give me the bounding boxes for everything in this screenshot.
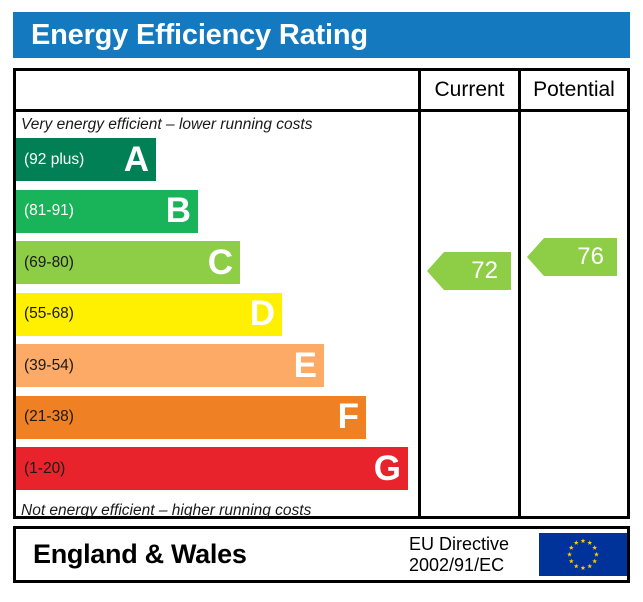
band-range-e: (39-54) — [24, 356, 74, 374]
title-bar: Energy Efficiency Rating — [13, 12, 630, 58]
current-rating-value: 72 — [471, 257, 498, 284]
band-letter-d: D — [249, 293, 275, 333]
potential-rating-value: 76 — [577, 243, 604, 270]
column-header-potential: Potential — [533, 78, 615, 101]
energy-band-list: (92 plus) A (81-91) B (69-80) C (55-68) D (39-54… — [16, 138, 416, 498]
band-letter-b: B — [165, 190, 191, 230]
band-range-a: (92 plus) — [24, 150, 85, 168]
energy-band-a: (92 plus) A — [16, 138, 156, 181]
current-rating-arrow: 72 — [427, 252, 511, 290]
band-letter-e: E — [293, 345, 317, 385]
energy-band-f: (21-38) F — [16, 395, 366, 439]
band-range-f: (21-38) — [24, 408, 74, 425]
caption-very-efficient: Very energy efficient – lower running co… — [21, 116, 313, 133]
band-range-b: (81-91) — [24, 202, 74, 219]
band-range-c: (69-80) — [24, 253, 74, 271]
caption-not-efficient: Not energy efficient – higher running co… — [21, 502, 312, 519]
band-range-g: (1-20) — [24, 459, 66, 477]
potential-rating-arrow: 76 — [527, 238, 617, 276]
band-range-d: (55-68) — [24, 305, 74, 322]
eu-directive-label: EU Directive 2002/91/EC — [409, 534, 531, 576]
energy-band-g: (1-20) G — [16, 447, 408, 490]
header-row-separator — [13, 109, 630, 112]
band-letter-c: C — [207, 242, 233, 282]
energy-band-c: (69-80) C — [16, 241, 240, 284]
page-title: Energy Efficiency Rating — [31, 19, 368, 51]
column-header-current: Current — [434, 78, 505, 101]
energy-band-e: (39-54) E — [16, 344, 324, 387]
region-label: England & Wales — [33, 539, 247, 569]
eu-flag-icon — [539, 533, 627, 576]
column-divider-potential — [518, 68, 521, 519]
eu-directive-line2: 2002/91/EC — [409, 555, 505, 575]
band-letter-f: F — [337, 396, 359, 436]
energy-band-d: (55-68) D — [16, 292, 282, 336]
band-letter-a: A — [123, 139, 149, 179]
eu-directive-line1: EU Directive — [409, 534, 510, 554]
energy-band-b: (81-91) B — [16, 189, 198, 233]
column-divider-current — [418, 68, 421, 519]
band-letter-g: G — [373, 448, 401, 488]
footer-bar: England & Wales EU Directive 2002/91/EC — [13, 526, 630, 583]
